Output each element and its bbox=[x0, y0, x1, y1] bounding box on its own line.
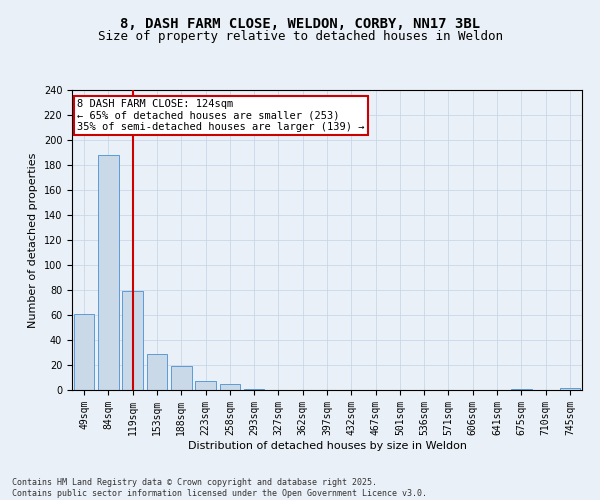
Bar bbox=[195, 381, 216, 390]
Text: Size of property relative to detached houses in Weldon: Size of property relative to detached ho… bbox=[97, 30, 503, 43]
Bar bbox=[511, 389, 532, 390]
Bar bbox=[220, 384, 240, 390]
Text: 8, DASH FARM CLOSE, WELDON, CORBY, NN17 3BL: 8, DASH FARM CLOSE, WELDON, CORBY, NN17 … bbox=[120, 18, 480, 32]
Bar bbox=[74, 314, 94, 390]
Text: Contains HM Land Registry data © Crown copyright and database right 2025.
Contai: Contains HM Land Registry data © Crown c… bbox=[12, 478, 427, 498]
Bar bbox=[171, 366, 191, 390]
Bar bbox=[146, 354, 167, 390]
Y-axis label: Number of detached properties: Number of detached properties bbox=[28, 152, 38, 328]
Bar bbox=[98, 155, 119, 390]
X-axis label: Distribution of detached houses by size in Weldon: Distribution of detached houses by size … bbox=[187, 440, 467, 450]
Bar bbox=[560, 388, 580, 390]
Bar bbox=[122, 291, 143, 390]
Text: 8 DASH FARM CLOSE: 124sqm
← 65% of detached houses are smaller (253)
35% of semi: 8 DASH FARM CLOSE: 124sqm ← 65% of detac… bbox=[77, 99, 365, 132]
Bar bbox=[244, 389, 265, 390]
